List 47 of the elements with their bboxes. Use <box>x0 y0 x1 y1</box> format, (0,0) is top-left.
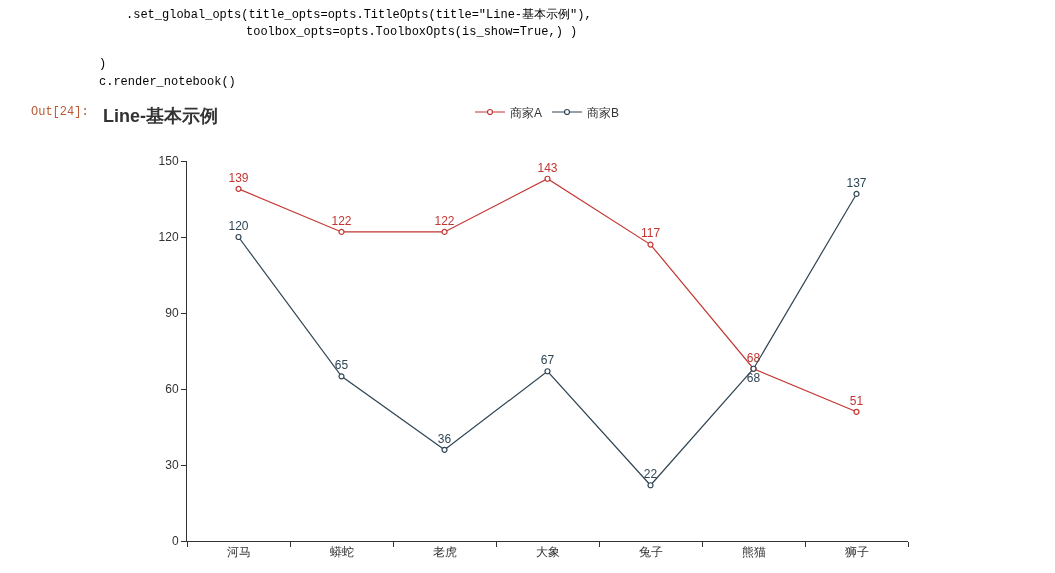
x-tick-label: 狮子 <box>844 545 869 560</box>
text: Out[24]: <box>31 105 89 119</box>
legend-label: 商家A <box>510 105 543 120</box>
point <box>441 446 448 453</box>
x-tick-label: 蟒蛇 <box>329 545 354 560</box>
data-label: 65 <box>334 358 349 373</box>
data-label: 68 <box>746 350 761 365</box>
data-label: 143 <box>537 160 558 175</box>
data-label: 68 <box>746 370 761 385</box>
point <box>235 185 242 192</box>
data-label: 122 <box>331 213 352 228</box>
x-tick-label: 大象 <box>535 545 560 560</box>
data-label: 122 <box>434 213 455 228</box>
x-tick-label: 兔子 <box>638 545 663 560</box>
data-label: 117 <box>640 226 661 241</box>
text: c.render_notebook() <box>99 75 236 89</box>
data-label: 120 <box>228 218 249 233</box>
data-label: 137 <box>846 175 867 190</box>
point <box>647 482 654 489</box>
point <box>235 233 242 241</box>
y-tick-label: 150 <box>158 154 179 169</box>
data-label: 67 <box>540 353 555 368</box>
point <box>544 368 551 375</box>
y-tick-label: 30 <box>165 458 179 473</box>
data-label: 139 <box>228 170 249 185</box>
text: ) <box>99 57 107 71</box>
x-tick-label: 河马 <box>226 545 251 560</box>
text: toolbox_opts=opts.ToolboxOpts(is_show=True,) ) <box>246 25 578 39</box>
text: .set_global_opts(title_opts=opts.TitleOpts(title="Line-基本示例"), <box>126 8 592 22</box>
point <box>853 190 860 198</box>
data-label: 36 <box>437 431 452 446</box>
point <box>853 408 860 415</box>
point <box>338 373 345 380</box>
chart-title: Line-基本示例 <box>103 106 218 127</box>
data-label: 22 <box>643 467 658 482</box>
legend-label: 商家B <box>587 105 620 120</box>
data-label: 51 <box>849 393 864 408</box>
y-tick-label: 60 <box>165 382 179 397</box>
point <box>441 228 448 236</box>
y-tick-label: 0 <box>171 534 179 549</box>
point <box>647 241 654 248</box>
point <box>544 175 551 182</box>
y-tick-label: 120 <box>158 230 179 245</box>
y-tick-label: 90 <box>165 306 179 321</box>
x-tick-label: 老虎 <box>432 545 457 560</box>
point <box>338 228 345 236</box>
x-tick-label: 熊猫 <box>741 545 766 560</box>
